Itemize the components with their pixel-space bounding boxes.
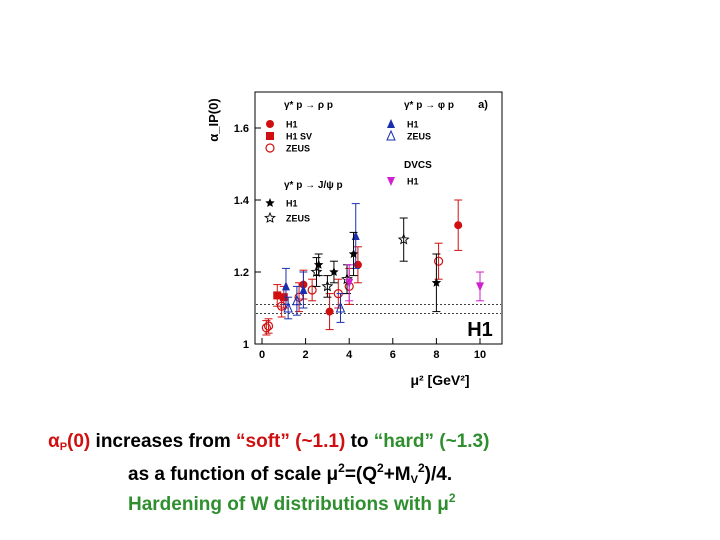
panel-label: a)	[478, 99, 488, 111]
legend-label: H1	[286, 120, 298, 130]
legend-header: DVCS	[404, 160, 432, 171]
x-tick-label: 8	[433, 349, 439, 361]
caption-hard: “hard” (~1.3)	[373, 431, 490, 452]
x-axis-label: μ² [GeV²]	[410, 372, 469, 388]
y-tick-label: 1	[243, 339, 249, 351]
caption-q: =(Q	[344, 464, 378, 485]
data-point	[345, 278, 354, 288]
legend-marker	[264, 211, 276, 223]
data-point	[279, 293, 288, 302]
data-point	[273, 291, 282, 300]
data-point	[283, 301, 293, 313]
x-tick-label: 2	[303, 349, 309, 361]
legend-label: H1	[407, 120, 419, 130]
data-point	[263, 321, 274, 331]
data-point	[292, 294, 302, 306]
legend: γ* p → ρ p H1 H1 SV ZEUS γ* p → φ p H1 ZEUS DVC…	[264, 100, 454, 224]
legend-header: γ* p → φ p	[404, 100, 454, 111]
h1-watermark: H1	[467, 319, 493, 341]
legend-marker	[387, 119, 395, 128]
x-tick-label: 10	[474, 349, 486, 361]
y-axis-label: α_IP(0)	[206, 98, 221, 141]
data-point	[335, 301, 346, 313]
caption-sup: 2	[448, 491, 456, 505]
data-point	[281, 281, 290, 291]
caption-sub-v: V	[410, 474, 418, 486]
data-point	[329, 267, 339, 276]
legend-label: H1	[286, 199, 298, 209]
data-point	[397, 233, 410, 245]
alpha-arg: (0)	[67, 431, 91, 452]
plot-frame	[254, 91, 503, 345]
data-point	[348, 249, 359, 258]
data-point	[433, 256, 444, 266]
data-point	[307, 285, 317, 295]
legend-header: γ* p → ρ p	[284, 100, 333, 111]
caption-line-3: Hardening of W distributions with μ2	[128, 491, 456, 516]
data-point	[299, 285, 308, 294]
caption-text-increases: increases from	[90, 431, 237, 452]
alpha-symbol: α	[48, 431, 60, 452]
caption-scale-text: as a function of scale μ	[128, 464, 339, 485]
data-point	[261, 323, 271, 333]
caption-m: +M	[383, 464, 411, 485]
y-tick-label: 1.4	[234, 195, 250, 207]
legend-label: H1 SV	[286, 132, 312, 142]
legend-marker	[387, 177, 395, 186]
y-tick-label: 1.6	[234, 123, 249, 135]
caption-line-1: αP(0) increases from “soft” (~1.1) to “h…	[48, 431, 489, 453]
data-point	[431, 277, 442, 287]
alpha-subscript: P	[59, 441, 68, 453]
caption-line-2: as a function of scale μ2=(Q2+MV2)/4.	[128, 461, 452, 486]
legend-marker	[266, 120, 274, 128]
caption-end: )/4.	[424, 464, 453, 485]
legend-marker	[265, 143, 275, 153]
legend-label: ZEUS	[286, 144, 310, 154]
data-point	[277, 301, 287, 311]
caption-soft: “soft” (~1.1)	[236, 431, 346, 452]
data-point	[454, 221, 463, 230]
plot-axes	[254, 91, 503, 345]
data-point	[476, 282, 484, 292]
data-point	[353, 260, 362, 269]
legend-header: γ* p → J/ψ p	[284, 180, 343, 191]
y-tick-label: 1.2	[234, 267, 249, 279]
legend-marker	[386, 129, 396, 141]
axis-ticks: 0 2 4 6 8 10 1 1.2 1.4 1.6	[234, 123, 486, 361]
data-point	[325, 307, 334, 316]
x-tick-label: 4	[346, 349, 353, 361]
data-point	[310, 265, 323, 277]
caption-hardening-text: Hardening of W distributions with μ	[128, 494, 449, 515]
legend-marker	[266, 132, 274, 140]
legend-marker	[265, 198, 275, 207]
legend-label: H1	[407, 177, 419, 187]
caption-sup: 2	[417, 461, 425, 475]
legend-label: ZEUS	[407, 132, 431, 142]
caption-sup: 2	[377, 461, 384, 475]
data-points	[261, 199, 484, 336]
data-point	[321, 280, 334, 292]
x-tick-label: 6	[390, 349, 396, 361]
caption-text-to: to	[345, 431, 374, 452]
x-tick-label: 0	[259, 349, 265, 361]
legend-label: ZEUS	[286, 214, 310, 224]
caption-sup: 2	[338, 461, 345, 475]
